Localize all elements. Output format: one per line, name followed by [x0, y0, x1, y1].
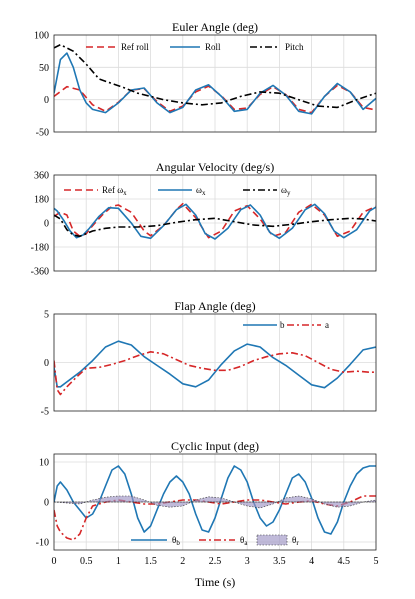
legend-label: a: [325, 320, 329, 330]
axes-frame: [53, 453, 377, 551]
y-tick-label: -50: [36, 128, 49, 139]
series-line: [54, 43, 376, 109]
legend-label: b: [280, 320, 285, 330]
legend-label: θb: [172, 535, 180, 547]
y-tick-label: 100: [34, 31, 49, 42]
chart-panel-1: -50 0 50 100 Euler Angle (deg) Ref roll Roll Pi…: [34, 20, 377, 139]
y-tick-label: 50: [39, 63, 49, 74]
series-line: [54, 350, 376, 396]
series-line: [54, 52, 376, 115]
series-line: [54, 465, 376, 535]
legend-label: θr: [292, 535, 299, 547]
legend: θb θa θr: [131, 534, 299, 547]
y-tick-label: 360: [34, 171, 49, 182]
legend-label: ωy: [281, 185, 291, 197]
legend-label: Roll: [205, 42, 221, 52]
chart-title: Euler Angle (deg): [172, 20, 258, 34]
x-tick-label: 1.5: [144, 556, 157, 567]
series-line: [54, 203, 376, 240]
y-tick-label: -5: [41, 407, 49, 418]
x-tick-label: 5: [374, 556, 379, 567]
y-tick-label: 5: [44, 310, 49, 321]
legend-swatch: [256, 534, 288, 546]
legend: Ref roll Roll Pitch: [86, 42, 304, 52]
x-tick-label: 3: [245, 556, 250, 567]
x-tick-label: 4.5: [338, 556, 351, 567]
y-tick-label: -360: [31, 267, 49, 278]
y-tick-label: -180: [31, 243, 49, 254]
legend-label: ωx: [196, 185, 206, 197]
x-tick-label: 4: [309, 556, 314, 567]
legend-label: Pitch: [285, 42, 304, 52]
x-tick-label: 1: [116, 556, 121, 567]
y-tick-label: -10: [36, 538, 49, 549]
x-tick-label: 2.5: [209, 556, 222, 567]
chart-title: Angular Velocity (deg/s): [156, 160, 274, 174]
series-line: [54, 214, 376, 238]
legend: Ref ωx ωx ωy: [64, 185, 291, 197]
x-axis-label: Time (s): [195, 575, 236, 589]
x-tick-label: 0: [52, 556, 57, 567]
y-tick-label: 0: [44, 358, 49, 369]
axes-frame: [53, 34, 377, 133]
chart-title: Flap Angle (deg): [174, 299, 255, 313]
y-tick-label: 0: [44, 95, 49, 106]
series-area: [54, 495, 376, 509]
chart-panel-2: -360 -180 0 180 360 Angular Velocity (deg/s) R…: [31, 160, 377, 278]
axes-frame: [53, 313, 377, 412]
chart-title: Cyclic Input (deg): [171, 439, 259, 453]
axes-frame: [53, 174, 377, 272]
legend-label: θa: [240, 535, 248, 547]
legend-label: Ref ωx: [102, 185, 127, 197]
y-tick-label: 0: [44, 498, 49, 509]
x-tick-label: 3.5: [273, 556, 286, 567]
series-line: [54, 340, 376, 389]
x-tick-label: 0.5: [80, 556, 93, 567]
y-tick-label: 10: [39, 458, 49, 469]
x-tick-label: 2: [180, 556, 185, 567]
legend-label: Ref roll: [121, 42, 149, 52]
y-tick-label: 180: [34, 195, 49, 206]
y-tick-label: 0: [44, 219, 49, 230]
